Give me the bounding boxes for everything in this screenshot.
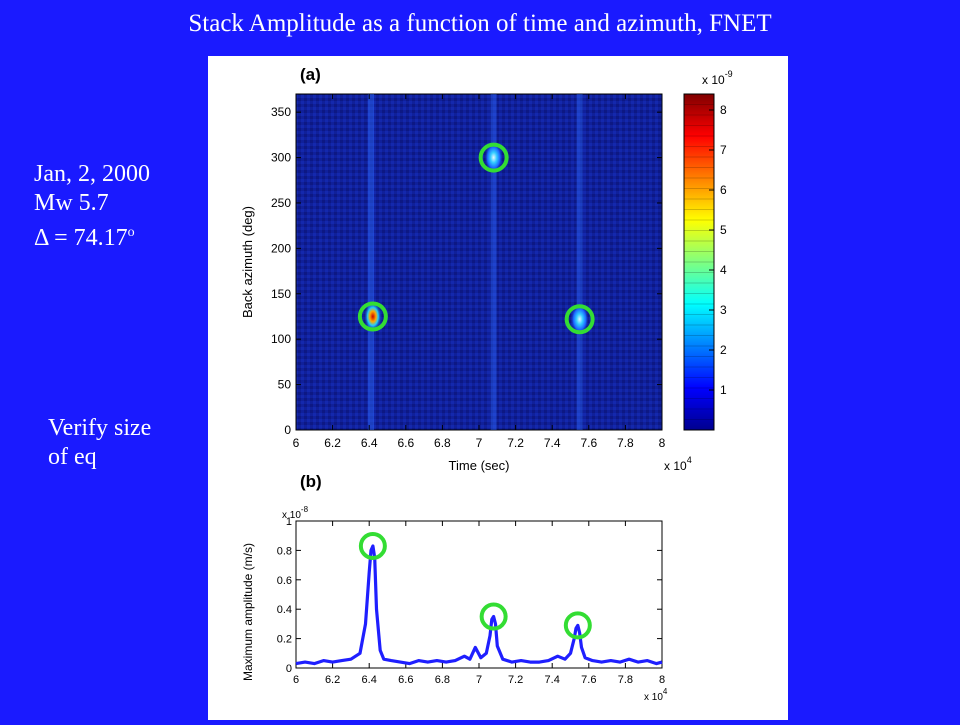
degree-superscript: o (127, 225, 135, 240)
colorbar-tick-5: 6 (720, 183, 727, 197)
heatmap-background (295, 93, 663, 431)
panel-a-label: (a) (300, 65, 321, 84)
line-x-tick-2: 6.4 (362, 674, 377, 686)
heatmap-xlabel: Time (sec) (449, 458, 510, 473)
heatmap-x-tick-10: 8 (659, 436, 666, 450)
line-y-exponent: x 10-8 (282, 505, 309, 521)
peak-circle-0 (358, 531, 387, 560)
line-y-exponent-power: -8 (301, 505, 309, 514)
hotspot-circle-2 (564, 304, 595, 335)
figure-svg: (a) 6 6.2 6.4 6.6 6.8 7 7.2 7.4 7.6 7.8 8050100150… (240, 65, 733, 703)
heatmap-y-tick-3: 150 (271, 287, 291, 301)
colorbar-tick-0: 1 (720, 383, 727, 397)
line-x-tick-10: 8 (659, 674, 665, 686)
colorbar-tick-2: 3 (720, 303, 727, 317)
line-y-tick-0: 0 (286, 663, 292, 675)
hotspot-circle-1 (478, 142, 509, 173)
line-y-tick-5: 1 (286, 516, 292, 528)
hotspot-1 (484, 142, 503, 173)
colorbar-exponent-power: -9 (725, 69, 733, 79)
line-x-exponent-power: 4 (663, 687, 668, 696)
heatmap-x-exponent-power: 4 (687, 455, 692, 465)
colorbar-tick-7: 8 (720, 103, 727, 117)
colorbar-exponent-base: x 10 (702, 73, 725, 87)
heatmap-streak-1 (490, 94, 497, 430)
line-x-exponent: x 104 (644, 687, 668, 703)
colorbar-ticks: 1 2 3 4 5 6 7 8 (709, 103, 727, 397)
colorbar-bands (684, 104, 714, 420)
heatmap-y-tick-2: 100 (271, 332, 291, 346)
line-y-tick-3: 0.6 (277, 575, 292, 587)
line-axes: 6 6.2 6.4 6.6 6.8 7 7.2 7.4 7.6 7.8 8 0 0.2 0.4 0.6 0.8… (277, 516, 665, 686)
hotspot-circle-0 (357, 301, 388, 332)
hotspot-circles (357, 142, 595, 335)
heatmap-x-tick-0: 6 (293, 436, 300, 450)
heatmap-hotspots (363, 142, 589, 335)
heatmap-x-tick-2: 6.4 (361, 436, 378, 450)
colorbar-tick-1: 2 (720, 343, 727, 357)
heatmap-y-tick-1: 50 (278, 378, 292, 392)
colorbar-exponent: x 10-9 (702, 69, 733, 87)
line-x-exponent-base: x 10 (644, 692, 663, 703)
peak-circles (358, 531, 592, 640)
event-distance-value: Δ = 74.17 (34, 225, 128, 251)
heatmap-y-tick-7: 350 (271, 105, 291, 119)
heatmap-ylabel: Back azimuth (deg) (240, 206, 255, 318)
colorbar-tick-4: 5 (720, 223, 727, 237)
event-date: Jan, 2, 2000 (34, 161, 150, 187)
peak-circle-1 (479, 602, 508, 631)
line-x-tick-7: 7.4 (545, 674, 560, 686)
heatmap-x-tick-9: 7.8 (617, 436, 634, 450)
line-y-tick-4: 0.8 (277, 545, 292, 557)
note-line-1: Verify size (48, 415, 152, 441)
event-info: Jan, 2, 2000 Mw 5.7 Δ = 74.17o (34, 160, 150, 253)
line-y-exponent-base: x 10 (282, 510, 301, 521)
line-x-tick-5: 7 (476, 674, 482, 686)
line-y-tick-2: 0.4 (277, 604, 292, 616)
heatmap-x-tick-5: 7 (476, 436, 483, 450)
heatmap-x-tick-6: 7.2 (507, 436, 524, 450)
note-text: Verify size of eq (48, 414, 151, 472)
heatmap-x-tick-4: 6.8 (434, 436, 451, 450)
heatmap-y-tick-6: 300 (271, 151, 291, 165)
heatmap-axes: 6 6.2 6.4 6.6 6.8 7 7.2 7.4 7.6 7.8 8 0 50 100 150 200 2… (271, 94, 666, 450)
line-x-tick-0: 6 (293, 674, 299, 686)
heatmap-x-tick-3: 6.6 (397, 436, 414, 450)
line-ylabel: Maximum amplitude (m/s) (241, 543, 255, 681)
event-distance: Δ = 74.17o (34, 218, 150, 253)
heatmap-x-tick-8: 7.6 (580, 436, 597, 450)
peak-circle-2 (563, 611, 592, 640)
heatmap-streaks (368, 94, 583, 430)
line-x-tick-3: 6.6 (398, 674, 413, 686)
heatmap-y-tick-0: 0 (284, 423, 291, 437)
colorbar-tick-3: 4 (720, 263, 727, 277)
line-plot-area (295, 520, 663, 669)
panel-b-label: (b) (300, 472, 322, 491)
hotspot-2 (570, 304, 589, 335)
line-x-tick-4: 6.8 (435, 674, 450, 686)
line-x-tick-1: 6.2 (325, 674, 340, 686)
heatmap-x-exponent-base: x 10 (664, 459, 687, 473)
colorbar-tick-6: 7 (720, 143, 727, 157)
line-y-tick-1: 0.2 (277, 634, 292, 646)
heatmap-x-tick-1: 6.2 (324, 436, 341, 450)
heatmap-streak-0 (368, 94, 375, 430)
event-magnitude: Mw 5.7 (34, 190, 109, 216)
line-x-tick-6: 7.2 (508, 674, 523, 686)
heatmap-x-exponent: x 104 (664, 455, 692, 473)
note-line-2: of eq (48, 444, 97, 470)
heatmap-x-tick-7: 7.4 (544, 436, 561, 450)
figure-panel: (a) 6 6.2 6.4 6.6 6.8 7 7.2 7.4 7.6 7.8 8 0 50 100 150… (208, 56, 788, 720)
hotspot-0 (363, 301, 382, 332)
line-x-tick-9: 7.8 (618, 674, 633, 686)
line-x-tick-8: 7.6 (581, 674, 596, 686)
slide-title: Stack Amplitude as a function of time an… (188, 10, 772, 37)
heatmap-y-tick-4: 200 (271, 241, 291, 255)
amplitude-line (295, 544, 663, 666)
heatmap-y-tick-5: 250 (271, 196, 291, 210)
heatmap-streak-2 (576, 94, 583, 430)
